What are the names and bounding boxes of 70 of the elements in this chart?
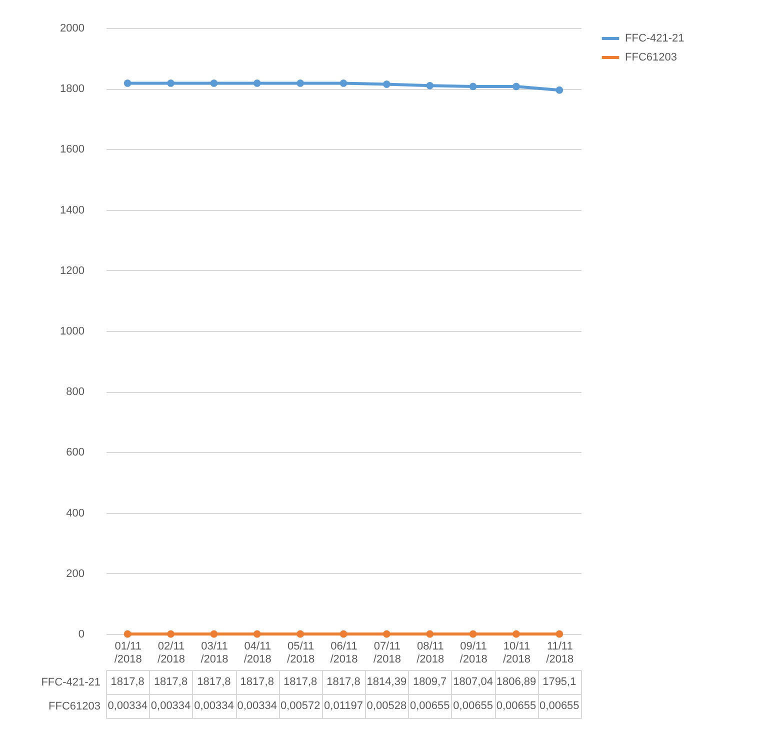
data-label: 0,00655 (540, 700, 580, 712)
point (469, 82, 477, 90)
point (167, 80, 174, 87)
y-tick-label: 600 (66, 446, 84, 459)
point (382, 630, 390, 638)
data-label: 1809,7 (413, 676, 447, 688)
point (253, 630, 261, 638)
y-tick-label: 1200 (60, 264, 84, 277)
point (512, 82, 520, 90)
data-label: 1817,8 (326, 676, 360, 688)
y-tick-label: 1400 (60, 204, 84, 216)
data-label: 1807,04 (453, 676, 493, 688)
y-tick-label: 400 (66, 507, 84, 520)
text: FFC-421-21 (41, 676, 100, 688)
y-tick-label: 2000 (60, 22, 84, 34)
point (512, 630, 520, 638)
x-tick-label: 11/11/2018 (546, 640, 574, 666)
y-tick-label: 1800 (60, 83, 84, 96)
data-label: 1817,8 (240, 676, 274, 688)
x-tick-label: 08/11/2018 (416, 640, 444, 666)
data-label: 0,00572 (280, 700, 320, 712)
point (556, 86, 564, 94)
data-label: 1795,1 (542, 676, 576, 688)
y-tick-label: 200 (66, 568, 84, 580)
x-tick-label: 07/11/2018 (373, 640, 401, 666)
data-label: 0,01197 (324, 700, 363, 712)
point (340, 80, 348, 87)
point (426, 82, 434, 90)
x-tick-label: 05/11/2018 (287, 640, 315, 666)
x-tick-label: 10/11/2018 (502, 640, 530, 666)
data-label: 1817,8 (110, 676, 144, 688)
y-tick-label: 0 (78, 628, 84, 640)
point (124, 80, 132, 87)
point (296, 630, 304, 638)
legend-label: FFC61203 (625, 52, 677, 64)
point (382, 80, 390, 88)
data-label: 0,00655 (496, 700, 536, 712)
point (210, 80, 218, 87)
data-label: 0,00528 (366, 700, 407, 712)
point (469, 630, 477, 638)
point (124, 630, 132, 638)
data-label: 0,00334 (150, 700, 191, 712)
data-label: 1814,39 (366, 676, 407, 688)
y-tick-label: 1600 (60, 144, 84, 156)
point (296, 80, 304, 87)
x-tick-label: 04/11/2018 (244, 640, 272, 666)
point (340, 630, 348, 638)
x-tick-label: 02/11/2018 (158, 640, 186, 666)
data-label: 1817,8 (283, 676, 318, 688)
x-tick-label: 01/11/2018 (114, 640, 142, 666)
data-label: 0,00334 (237, 700, 278, 712)
point (210, 630, 218, 638)
text: FFC61203 (48, 700, 100, 712)
point (253, 80, 261, 87)
data-label: 1817,8 (154, 676, 188, 688)
point (556, 630, 564, 638)
x-tick-label: 03/11/2018 (200, 640, 228, 666)
x-tick-label: 09/11/2018 (460, 640, 488, 666)
data-label: 0,00655 (410, 700, 450, 712)
y-tick-label: 1000 (60, 326, 84, 338)
y-tick-label: 800 (66, 386, 84, 398)
point (167, 630, 174, 638)
data-label: 0,00655 (453, 700, 493, 712)
legend-label: FFC-421-21 (625, 32, 684, 44)
data-label: 0,00334 (108, 700, 148, 712)
x-tick-label: 06/11/2018 (330, 640, 358, 666)
data-label: 0,00334 (194, 700, 234, 712)
data-label: 1817,8 (197, 676, 231, 688)
point (426, 630, 434, 638)
data-label: 1806,89 (496, 676, 536, 688)
